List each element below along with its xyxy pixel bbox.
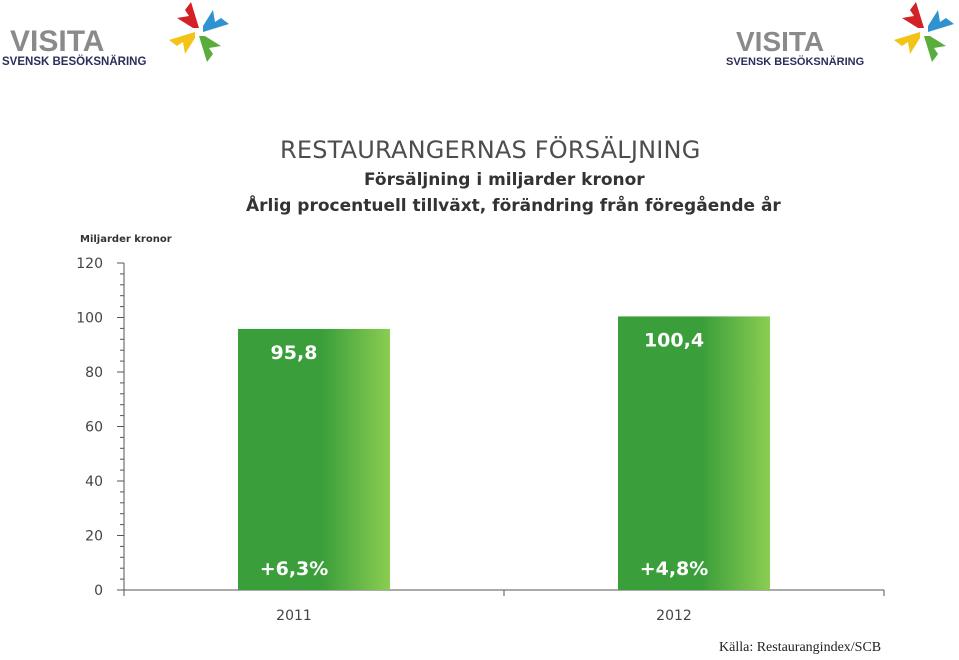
visita-logo-right: VISITA SVENSK BESÖKSNÄRING	[724, 0, 959, 68]
visita-logo-left: VISITA SVENSK BESÖKSNÄRING	[2, 0, 232, 68]
bar-value-label: 95,8	[271, 342, 318, 364]
logo-subtitle: SVENSK BESÖKSNÄRING	[726, 55, 864, 68]
chart-subtitle-growth: Årlig procentuell tillväxt, förändring f…	[246, 196, 781, 216]
y-axis-label: Miljarder kronor	[80, 234, 172, 245]
bar-growth-label: +6,3%	[260, 558, 329, 580]
y-tick-label: 20	[85, 529, 103, 545]
bar-2012	[618, 316, 770, 590]
y-tick-label: 60	[85, 420, 103, 436]
bar-growth-label: +4,8%	[640, 558, 709, 580]
logo-wordmark: VISITA	[10, 25, 104, 58]
x-tick-label: 2011	[276, 608, 312, 624]
logo-wordmark: VISITA	[736, 26, 824, 57]
y-tick-label: 80	[85, 365, 103, 381]
bar-value-label: 100,4	[644, 329, 704, 351]
y-tick-label: 40	[85, 474, 103, 490]
visita-star-icon	[894, 2, 954, 62]
chart-subtitle-units: Försäljning i miljarder kronor	[364, 170, 645, 190]
bar-2011	[238, 328, 390, 590]
logo-subtitle: SVENSK BESÖKSNÄRING	[2, 55, 146, 68]
y-tick-label: 100	[76, 311, 103, 327]
visita-star-icon	[169, 2, 229, 62]
y-tick-label: 0	[94, 583, 103, 599]
y-tick-label: 120	[76, 256, 103, 272]
chart-title: RESTAURANGERNAS FÖRSÄLJNING	[280, 136, 701, 164]
x-tick-label: 2012	[656, 608, 692, 624]
source-note: Källa: Restaurangindex/SCB	[719, 640, 882, 655]
